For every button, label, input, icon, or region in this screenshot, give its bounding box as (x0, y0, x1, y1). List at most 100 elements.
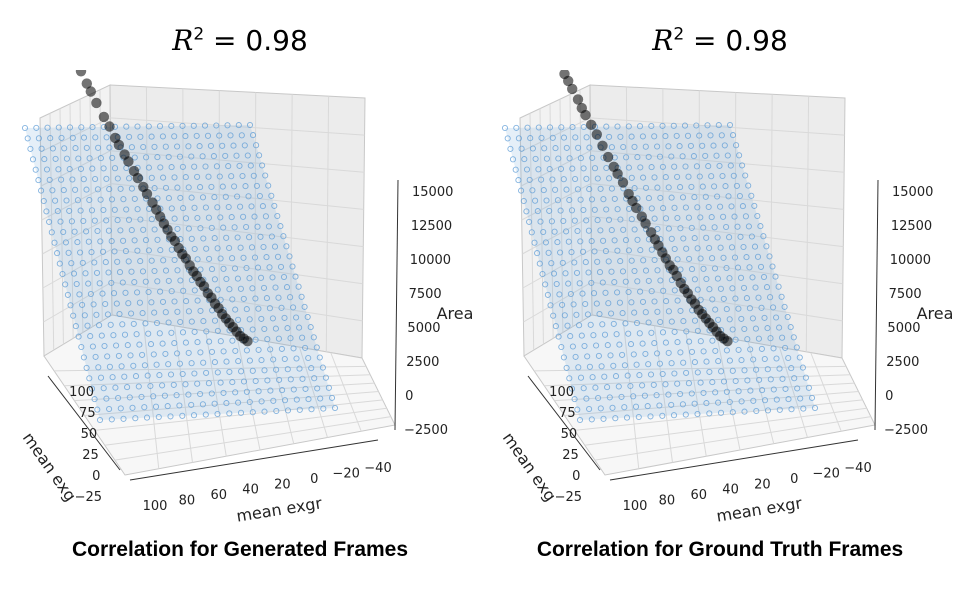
fitted-plane-marker (93, 269, 101, 276)
fitted-plane-marker (584, 353, 591, 360)
fitted-plane-marker (674, 173, 681, 180)
fitted-plane-marker (763, 243, 770, 250)
fitted-plane-marker (310, 334, 317, 341)
fitted-plane-marker (712, 347, 719, 354)
fitted-plane-marker (49, 145, 56, 152)
fitted-plane-marker (153, 319, 161, 327)
fitted-plane-marker (159, 382, 166, 389)
fitted-plane-marker (651, 215, 658, 222)
fitted-plane-marker (211, 235, 218, 242)
fitted-plane-marker (756, 376, 763, 383)
grid-line (42, 248, 112, 289)
fitted-plane-marker (117, 405, 124, 412)
fitted-plane-marker (223, 275, 230, 283)
fitted-plane-marker (546, 124, 554, 131)
fitted-plane-marker (165, 153, 172, 160)
x-tick-label: 0 (790, 472, 798, 487)
fitted-plane-marker (597, 405, 604, 412)
fitted-plane-marker (122, 248, 129, 255)
fitted-plane-marker (608, 227, 615, 234)
y-tick-label: −25 (555, 490, 582, 505)
fitted-plane-marker (773, 355, 780, 362)
fitted-plane-marker (671, 204, 678, 211)
fitted-plane-marker (574, 406, 581, 413)
fitted-plane-marker (721, 142, 728, 149)
fitted-plane-marker (131, 154, 138, 161)
data-point (580, 109, 591, 121)
fitted-plane-marker (724, 152, 731, 159)
fitted-plane-marker (796, 354, 803, 361)
fitted-plane-marker (188, 360, 195, 367)
fitted-plane-marker (79, 301, 86, 308)
fitted-plane-marker (125, 216, 133, 223)
fitted-plane-marker (683, 245, 690, 252)
fitted-plane-marker (96, 416, 104, 424)
fitted-plane-marker (749, 315, 756, 322)
fitted-plane-marker (217, 255, 224, 262)
fitted-plane-marker (51, 239, 58, 246)
r-squared-value: = 0.98 (204, 24, 308, 57)
fitted-plane-marker (268, 233, 275, 240)
fitted-plane-marker (320, 405, 327, 412)
fitted-plane-marker (191, 287, 198, 294)
fitted-plane-marker (518, 145, 525, 152)
fitted-plane-marker (634, 278, 641, 285)
fitted-plane-marker (811, 404, 819, 412)
fitted-plane-marker (782, 385, 789, 392)
fitted-plane-marker (280, 233, 287, 240)
fitted-plane-marker (748, 192, 755, 199)
data-point (98, 111, 110, 123)
x-tick-label: 40 (242, 483, 259, 498)
fitted-plane-marker (234, 234, 241, 241)
fitted-plane-marker (761, 355, 768, 363)
fitted-plane-marker (584, 311, 591, 318)
fitted-plane-marker (645, 277, 652, 284)
fitted-plane-marker (732, 377, 739, 385)
fitted-plane-marker (684, 132, 692, 139)
fitted-plane-marker (128, 310, 135, 317)
fitted-plane-marker (269, 274, 276, 281)
fitted-plane-marker (128, 144, 135, 151)
fitted-plane-marker (216, 132, 223, 139)
fitted-plane-marker (229, 337, 236, 344)
fitted-plane-marker (174, 225, 181, 232)
fitted-plane-marker (746, 305, 753, 312)
fitted-plane-marker (179, 370, 186, 378)
fitted-plane-marker (57, 218, 64, 225)
fitted-plane-marker (197, 349, 204, 356)
fitted-plane-marker (246, 234, 253, 241)
fitted-plane-marker (135, 383, 142, 390)
fitted-plane-marker (703, 275, 710, 283)
fitted-plane-marker (614, 247, 621, 254)
fitted-plane-marker (625, 288, 632, 296)
fitted-plane-marker (776, 324, 783, 331)
fitted-plane-marker (521, 156, 528, 163)
fitted-plane-marker (161, 392, 168, 399)
fitted-plane-marker (171, 256, 178, 264)
fitted-plane-marker (705, 203, 712, 211)
fitted-plane-marker (674, 256, 681, 263)
grid-line (94, 399, 383, 431)
fitted-plane-marker (575, 144, 582, 151)
fitted-plane-marker (716, 162, 723, 169)
grid-line (554, 382, 855, 402)
fitted-plane-marker (325, 384, 332, 391)
y-tick-label: 0 (92, 469, 100, 484)
grid-line (549, 103, 554, 339)
fitted-plane-marker (659, 122, 666, 129)
fitted-plane-marker (528, 229, 535, 236)
fitted-plane-marker (191, 328, 198, 335)
fitted-plane-marker (121, 331, 129, 338)
fitted-plane-marker (596, 269, 604, 276)
fitted-plane-marker (176, 360, 183, 367)
data-point (586, 119, 597, 130)
fitted-plane-marker (322, 374, 329, 381)
fitted-plane-marker (70, 312, 77, 319)
fitted-plane-marker (608, 310, 615, 317)
fitted-plane-marker (159, 133, 166, 140)
fitted-plane-marker (194, 214, 201, 222)
z-tick-label: 7500 (409, 287, 442, 302)
grid-line (590, 183, 844, 210)
fitted-plane-marker (628, 257, 635, 264)
fitted-plane-marker (219, 142, 226, 149)
